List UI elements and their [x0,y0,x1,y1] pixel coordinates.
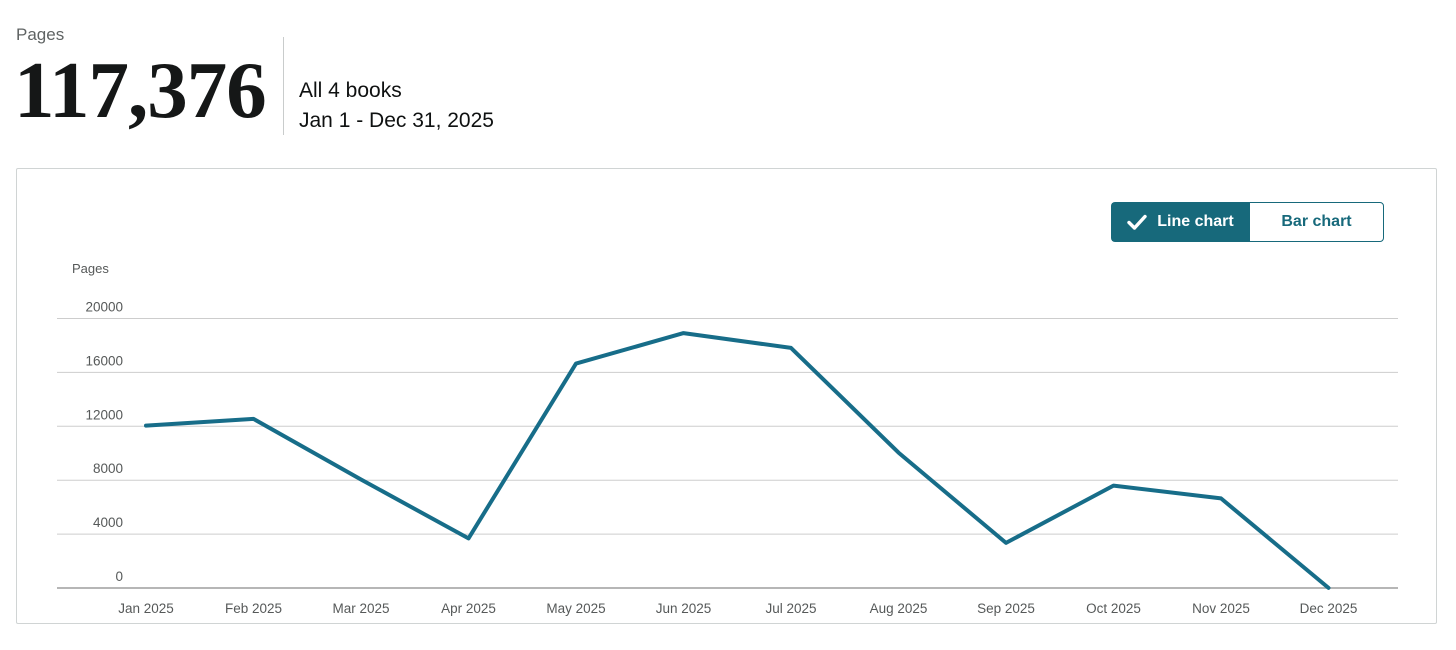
x-tick-label: Apr 2025 [441,601,496,616]
x-tick-label: Jun 2025 [656,601,712,616]
y-tick-label: 12000 [85,407,123,422]
x-tick-label: Oct 2025 [1086,601,1141,616]
date-range: Jan 1 - Dec 31, 2025 [299,109,494,132]
x-tick-label: Jan 2025 [118,601,174,616]
report-scope: All 4 books Jan 1 - Dec 31, 2025 [299,76,494,136]
y-tick-label: 0 [115,569,123,584]
x-tick-label: Sep 2025 [977,601,1035,616]
y-tick-label: 16000 [85,353,123,368]
y-tick-label: 20000 [85,300,123,315]
x-tick-label: Jul 2025 [765,601,816,616]
header-divider [283,37,284,135]
bar-chart-toggle[interactable]: Bar chart [1249,202,1384,242]
check-icon [1127,214,1147,230]
metric-value: 117,376 [14,45,267,135]
x-tick-label: Aug 2025 [870,601,928,616]
line-chart-label: Line chart [1157,213,1234,230]
books-scope: All 4 books [299,79,402,102]
line-chart-toggle[interactable]: Line chart [1111,202,1249,242]
bar-chart-label: Bar chart [1281,213,1352,230]
metric-label: Pages [16,25,65,44]
x-tick-label: May 2025 [546,601,605,616]
chart-panel: Line chart Bar chart Pages 20000 16000 1200… [16,168,1437,624]
x-tick-label: Dec 2025 [1300,601,1358,616]
x-tick-label: Feb 2025 [225,601,282,616]
chart-type-toggle: Line chart Bar chart [1111,202,1384,242]
x-tick-label: Mar 2025 [332,601,389,616]
y-tick-label: 4000 [93,515,123,530]
chart-line [144,331,1331,590]
y-axis-title: Pages [72,261,109,276]
x-tick-label: Nov 2025 [1192,601,1250,616]
pages-line-chart: Pages 20000 16000 12000 8000 4000 0 Jan 2025 Feb… [57,261,1398,616]
y-tick-label: 8000 [93,461,123,476]
